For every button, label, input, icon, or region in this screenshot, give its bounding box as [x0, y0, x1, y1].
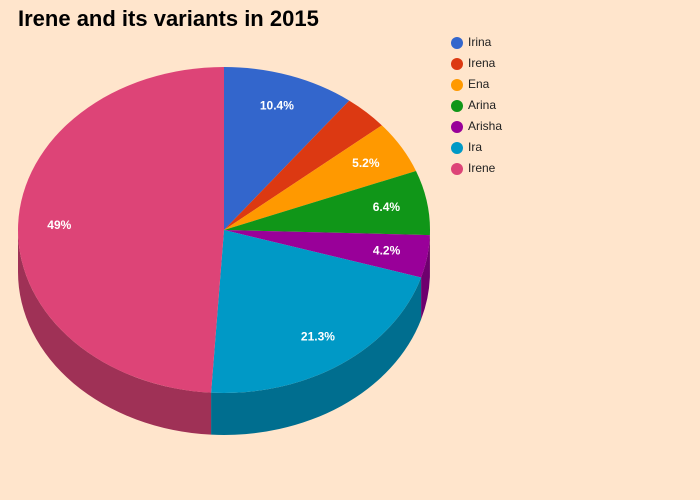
legend-label: Arina: [468, 98, 496, 112]
legend-marker: [451, 163, 463, 175]
slice-side: [211, 277, 422, 435]
data-label: 10.4%: [260, 99, 294, 113]
legend-label: Irene: [468, 161, 496, 175]
legend-label: Ena: [468, 77, 490, 91]
legend-marker: [451, 37, 463, 49]
legend-label: Irina: [468, 35, 492, 49]
pie-slice: [18, 67, 224, 393]
data-label: 4.2%: [373, 243, 401, 257]
pie-slice: [224, 67, 350, 230]
slice-side: [421, 235, 430, 320]
legend-marker: [451, 58, 463, 70]
data-label: 5.2%: [352, 156, 380, 170]
data-label: 49%: [47, 218, 71, 232]
legend-label: Irena: [468, 56, 496, 70]
pie-slice: [224, 125, 417, 230]
pie-slice: [224, 230, 430, 278]
legend-marker: [451, 100, 463, 112]
legend-marker: [451, 142, 463, 154]
legend-marker: [451, 121, 463, 133]
legend-label: Ira: [468, 140, 482, 154]
pie-slice: [224, 170, 431, 236]
chart-title: Irene and its variants in 2015: [18, 6, 319, 31]
pie-slice: [224, 100, 382, 231]
pie-slice: [211, 230, 422, 393]
slice-side: [18, 230, 212, 435]
data-label: 21.3%: [301, 329, 335, 343]
legend-label: Arisha: [468, 119, 502, 133]
legend-marker: [451, 79, 463, 91]
data-label: 6.4%: [373, 200, 401, 214]
